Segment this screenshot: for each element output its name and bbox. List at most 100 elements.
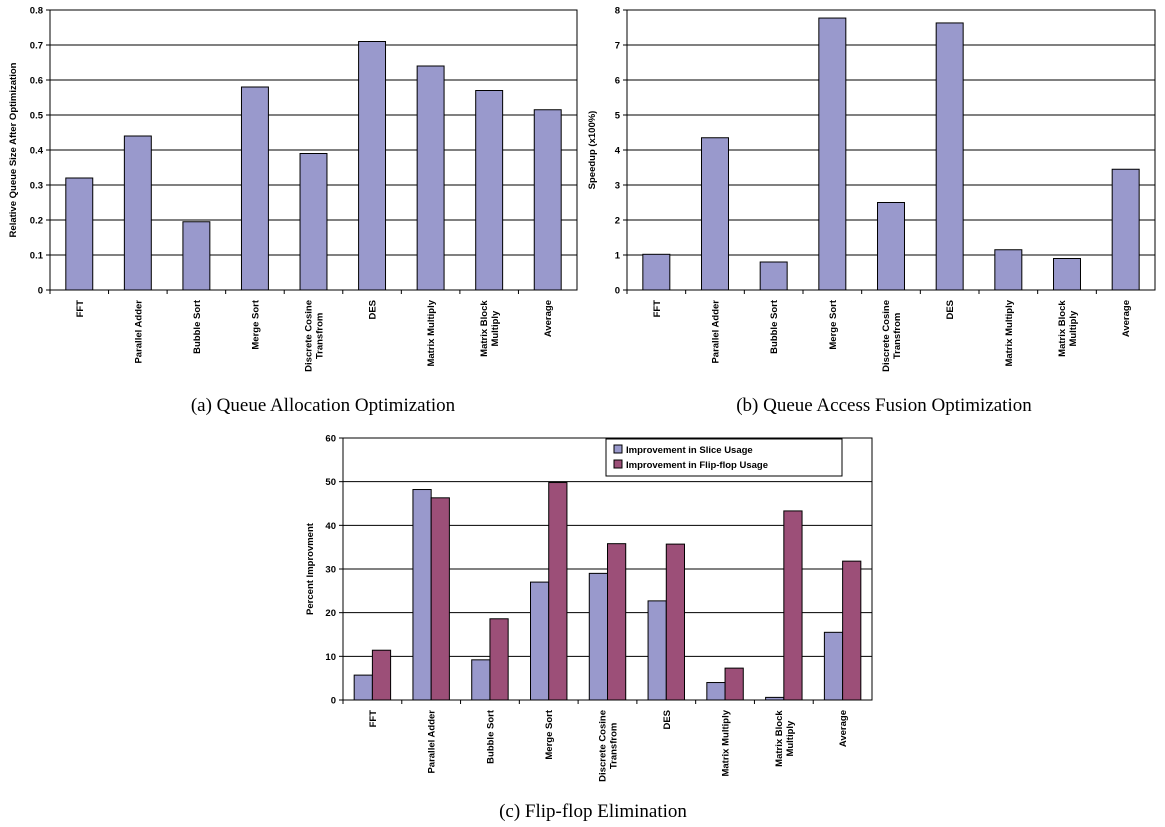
- x-tick-label-line: Parallel Adder: [427, 710, 438, 774]
- x-tick-label-line: Parallel Adder: [133, 300, 144, 364]
- y-tick-label: 0.7: [30, 41, 43, 52]
- bar: [182, 221, 211, 291]
- x-tick-label-line: Matrix Multiply: [426, 299, 437, 366]
- bar: [647, 600, 667, 701]
- x-tick-label: DES: [368, 300, 379, 320]
- x-tick-label: Bubble Sort: [769, 299, 780, 354]
- bar: [665, 543, 685, 701]
- y-tick-label: 40: [325, 521, 336, 532]
- x-tick-label-line: Merge Sort: [250, 299, 261, 349]
- bar: [724, 667, 744, 701]
- legend-swatch: [613, 459, 623, 469]
- x-tick-label: Merge Sort: [544, 709, 555, 759]
- x-tick-label: Merge Sort: [828, 299, 839, 349]
- bar: [548, 482, 568, 701]
- x-tick-label: Discrete CosineTransfrom: [598, 710, 620, 782]
- x-tick-label-line: Multiply: [1068, 310, 1079, 347]
- x-tick-label-line: Average: [1121, 300, 1132, 337]
- x-tick-label: Bubble Sort: [192, 299, 203, 354]
- y-tick-label: 6: [615, 76, 620, 87]
- x-tick-label-line: Transfrom: [609, 723, 620, 769]
- x-tick-label-line: DES: [662, 710, 673, 730]
- x-tick-label-line: Matrix Multiply: [1004, 299, 1015, 366]
- y-tick-label: 0.5: [30, 111, 44, 122]
- x-tick-label-line: Matrix Multiply: [721, 709, 732, 776]
- x-tick-label-line: Multiply: [490, 310, 501, 347]
- bar: [1053, 258, 1081, 291]
- chart-caption: (a) Queue Allocation Optimization: [191, 395, 456, 416]
- y-tick-label: 0.8: [30, 6, 43, 17]
- x-tick-label: Matrix BlockMultiply: [774, 710, 796, 767]
- bar: [1111, 168, 1140, 291]
- x-tick-label: Matrix Multiply: [721, 709, 732, 776]
- chart-caption: (c) Flip-flop Elimination: [499, 801, 687, 822]
- y-tick-label: 0.6: [30, 76, 43, 87]
- bar: [371, 649, 392, 701]
- x-tick-label: Average: [1121, 300, 1132, 337]
- x-tick-label-line: Bubble Sort: [192, 299, 203, 354]
- x-tick-label: Bubble Sort: [485, 709, 496, 764]
- x-tick-label-line: Discrete Cosine: [881, 300, 892, 372]
- y-tick-label: 7: [615, 41, 620, 52]
- x-tick-label-line: Average: [543, 300, 554, 337]
- x-tick-label: Matrix Multiply: [426, 299, 437, 366]
- bar: [299, 153, 328, 291]
- bar: [353, 674, 373, 701]
- x-tick-label: Discrete CosineTransfrom: [881, 300, 903, 372]
- bar: [412, 489, 432, 701]
- bar: [994, 249, 1023, 291]
- bar: [416, 65, 445, 291]
- y-tick-label: 2: [615, 216, 620, 227]
- bar: [818, 17, 847, 291]
- y-tick-label: 60: [325, 434, 336, 445]
- y-tick-label: 0.2: [30, 216, 43, 227]
- legend: Improvement in Slice Usage Improvement in…: [605, 438, 843, 477]
- x-tick-label-line: Bubble Sort: [769, 299, 780, 354]
- bar: [783, 510, 803, 701]
- x-tick-label-line: Average: [838, 710, 849, 747]
- x-tick-label: Parallel Adder: [427, 710, 438, 774]
- x-tick-label-line: Merge Sort: [828, 299, 839, 349]
- x-tick-label: Average: [543, 300, 554, 337]
- y-tick-label: 3: [615, 181, 620, 192]
- chart-2: 0 1 2 3 4 5 6 7 8 FFT Parallel Adder Bubble Sort Mer…: [587, 6, 1156, 416]
- x-tick-label-line: Discrete Cosine: [304, 300, 315, 372]
- legend-box: [605, 438, 843, 477]
- x-tick-label-line: Transfrom: [315, 313, 326, 359]
- y-tick-label: 20: [325, 608, 336, 619]
- bar: [823, 631, 844, 701]
- bar: [842, 560, 862, 701]
- x-tick-label: FFT: [652, 300, 663, 318]
- y-tick-label: 10: [325, 652, 336, 663]
- bar: [471, 659, 491, 701]
- x-tick-label-line: Discrete Cosine: [598, 710, 609, 782]
- y-tick-label: 0.4: [30, 146, 44, 157]
- x-tick-label-line: Transfrom: [892, 313, 903, 359]
- y-axis-title: Relative Queue Size After Optimization: [8, 62, 19, 237]
- bar: [475, 90, 504, 291]
- bar: [533, 109, 562, 291]
- y-tick-label: 30: [325, 565, 336, 576]
- x-tick-label-line: FFT: [368, 710, 379, 728]
- bar: [240, 86, 269, 291]
- x-tick-label: Average: [838, 710, 849, 747]
- y-tick-label: 0.3: [30, 181, 43, 192]
- x-tick-label-line: Bubble Sort: [485, 709, 496, 764]
- bar: [588, 572, 608, 701]
- y-tick-label: 50: [325, 477, 336, 488]
- x-tick-label: Parallel Adder: [133, 300, 144, 364]
- y-axis-title: Speedup (x100%): [587, 111, 598, 190]
- x-tick-label-line: Matrix Block: [479, 300, 490, 357]
- bar: [123, 135, 152, 291]
- y-tick-label: 8: [615, 6, 620, 17]
- bar: [642, 253, 671, 291]
- x-tick-label: Merge Sort: [250, 299, 261, 349]
- bar: [759, 261, 788, 291]
- x-tick-label: Matrix BlockMultiply: [479, 300, 501, 357]
- y-tick-label: 0.1: [30, 251, 44, 262]
- x-tick-label: Matrix BlockMultiply: [1057, 300, 1079, 357]
- x-tick-label-line: Matrix Block: [1057, 300, 1068, 357]
- chart-3: 0 10 20 30 40 50 60 FFT Parallel Adder Bubble Sor…: [305, 434, 873, 822]
- x-tick-label: Discrete CosineTransfrom: [304, 300, 326, 372]
- bar: [706, 682, 726, 701]
